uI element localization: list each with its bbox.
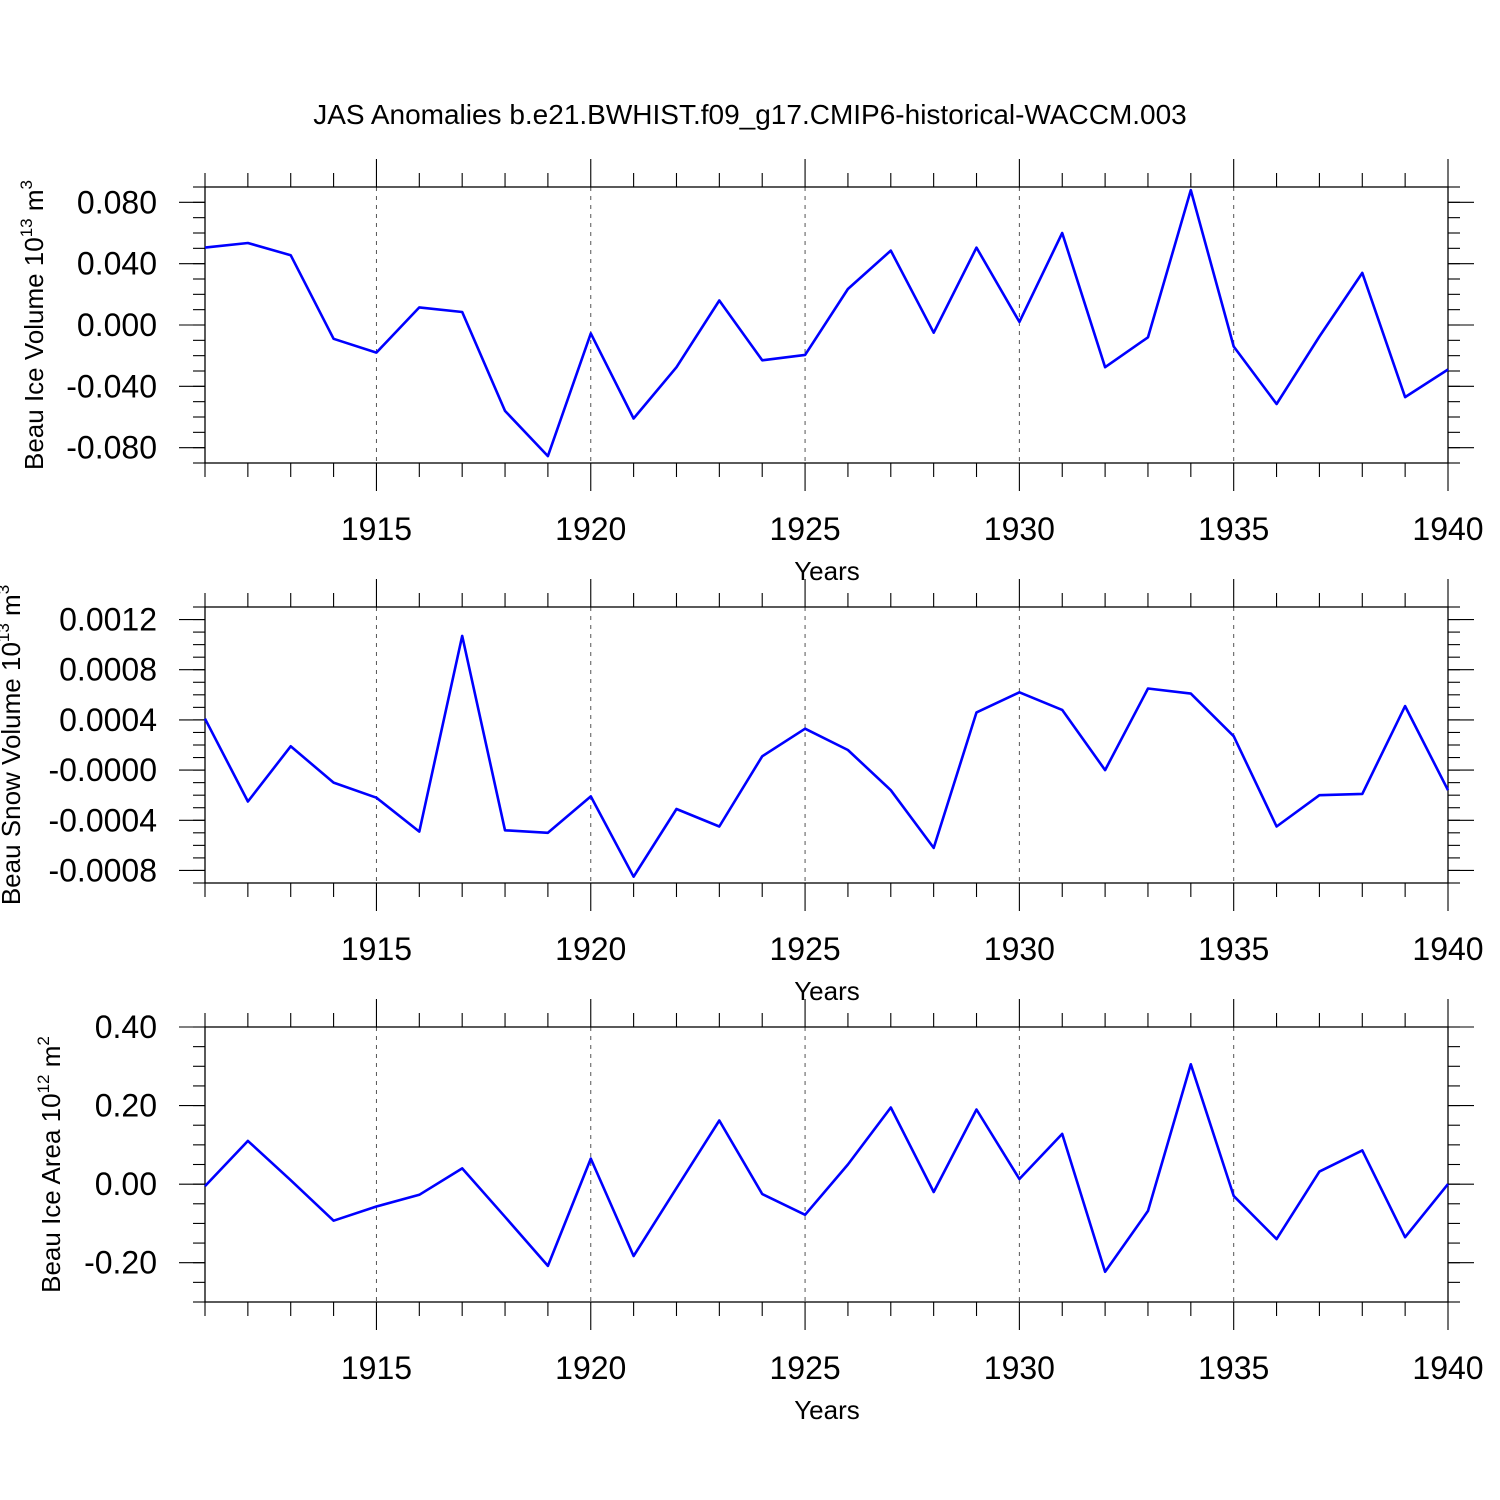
panel-snow-volume: 1915 1920 1925 1930 1935 1940 Years -0.0008 -0.0… bbox=[0, 579, 1484, 1006]
y-tick-label: 0.0004 bbox=[59, 702, 157, 738]
x-tick-label: 1930 bbox=[984, 931, 1055, 967]
x-tick-label: 1935 bbox=[1198, 511, 1269, 547]
y-tick-label: 0.0012 bbox=[59, 602, 157, 638]
y-axis-label: Beau Snow Volume 1013 m3 bbox=[0, 585, 26, 905]
y-axis-label: Beau Ice Volume 1013 m3 bbox=[17, 180, 49, 470]
y-tick-label: 0.00 bbox=[95, 1166, 157, 1202]
x-tick-label: 1935 bbox=[1198, 931, 1269, 967]
y-tick-label: -0.0008 bbox=[48, 852, 157, 888]
series-line-ice-area bbox=[204, 1063, 1450, 1274]
y-tick-label: -0.20 bbox=[84, 1245, 157, 1281]
x-axis-label: Years bbox=[794, 556, 860, 586]
x-tick-label: 1940 bbox=[1412, 1350, 1483, 1386]
y-tick-label: 0.0008 bbox=[59, 652, 157, 688]
series-line-snow-volume bbox=[203, 634, 1450, 879]
x-tick-label: 1915 bbox=[341, 511, 412, 547]
chart-title: JAS Anomalies b.e21.BWHIST.f09_g17.CMIP6… bbox=[313, 99, 1187, 130]
y-tick-label: 0.080 bbox=[77, 184, 157, 220]
panel-ice-area: 1915 1920 1925 1930 1935 1940 Years -0.20 0.00 0.… bbox=[34, 999, 1484, 1425]
x-tick-label: 1940 bbox=[1412, 511, 1483, 547]
plot-frame bbox=[204, 1026, 1449, 1303]
panel-ice-volume: 1915 1920 1925 1930 1935 1940 Years -0.080 -0.04… bbox=[17, 159, 1484, 586]
series-line-ice-volume bbox=[204, 188, 1449, 458]
x-tick-label: 1920 bbox=[555, 1350, 626, 1386]
y-tick-label: -0.0004 bbox=[48, 802, 157, 838]
x-tick-label: 1930 bbox=[984, 511, 1055, 547]
y-tick-label: -0.080 bbox=[66, 430, 157, 466]
x-tick-label: 1940 bbox=[1412, 931, 1483, 967]
y-tick-label: -0.0000 bbox=[48, 752, 157, 788]
y-tick-label: 0.040 bbox=[77, 246, 157, 282]
y-tick-label: 0.000 bbox=[77, 307, 157, 343]
x-tick-label: 1930 bbox=[984, 1350, 1055, 1386]
plot-frame bbox=[204, 606, 1449, 884]
x-tick-label: 1920 bbox=[555, 931, 626, 967]
x-axis-label: Years bbox=[794, 1395, 860, 1425]
x-tick-label: 1925 bbox=[769, 931, 840, 967]
x-tick-label: 1925 bbox=[769, 1350, 840, 1386]
panels: 1915 1920 1925 1930 1935 1940 Years -0.080 -0.04… bbox=[0, 159, 1484, 1425]
x-tick-label: 1915 bbox=[341, 931, 412, 967]
x-tick-label: 1925 bbox=[769, 511, 840, 547]
y-axis-label: Beau Ice Area 1012 m2 bbox=[34, 1036, 66, 1293]
x-tick-label: 1915 bbox=[341, 1350, 412, 1386]
y-tick-label: 0.40 bbox=[95, 1009, 157, 1045]
y-tick-label: 0.20 bbox=[95, 1088, 157, 1124]
y-tick-label: -0.040 bbox=[66, 368, 157, 404]
x-tick-label: 1935 bbox=[1198, 1350, 1269, 1386]
x-axis-label: Years bbox=[794, 976, 860, 1006]
plot-frame bbox=[204, 186, 1449, 464]
x-tick-label: 1920 bbox=[555, 511, 626, 547]
